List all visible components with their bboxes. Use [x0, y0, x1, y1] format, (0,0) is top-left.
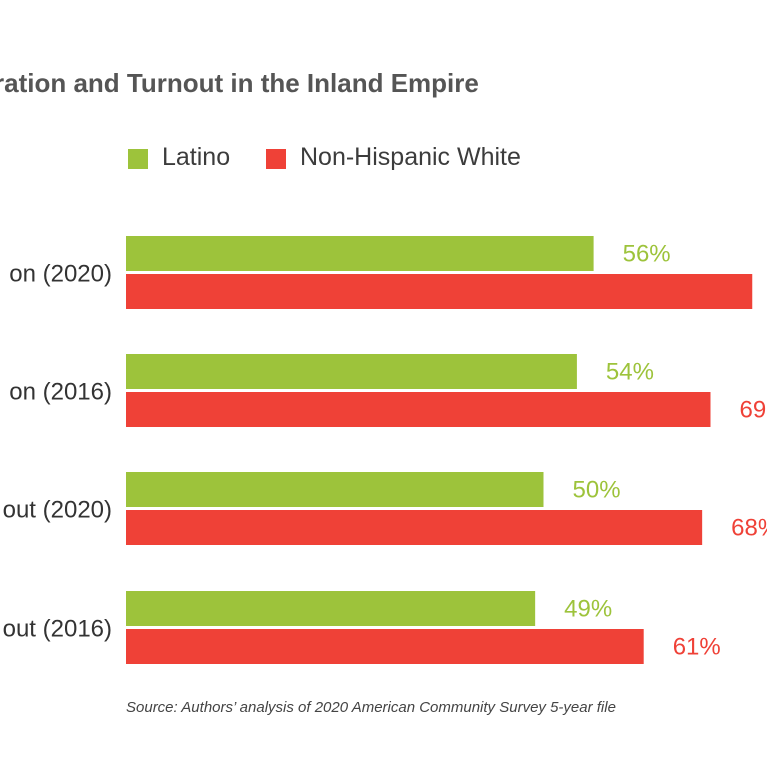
data-label-latino-1: 56% — [623, 241, 671, 268]
bar-non-hispanic-white-4 — [126, 629, 644, 664]
legend-label-non-hispanic-white: Non-Hispanic White — [300, 143, 521, 171]
bar-latino-1 — [126, 236, 594, 271]
category-label-4: out (2016) — [3, 616, 112, 643]
bar-non-hispanic-white-3 — [126, 510, 703, 545]
chart-title: ration and Turnout in the Inland Empire — [0, 68, 479, 98]
legend-swatch-latino — [128, 149, 148, 169]
legend-swatch-non-hispanic-white — [266, 149, 286, 169]
legend-label-latino: Latino — [162, 143, 231, 171]
data-label-non-hispanic-white-2: 69 — [740, 397, 767, 424]
bar-latino-3 — [126, 472, 544, 507]
source-note: Source: Authors’ analysis of 2020 Americ… — [126, 699, 616, 716]
bar-latino-2 — [126, 354, 577, 389]
data-label-non-hispanic-white-4: 61% — [673, 634, 721, 661]
bar-latino-4 — [126, 591, 536, 626]
data-label-latino-3: 50% — [573, 477, 621, 504]
category-label-2: on (2016) — [9, 379, 112, 406]
bar-non-hispanic-white-1 — [126, 274, 753, 309]
data-label-non-hispanic-white-3: 68% — [731, 515, 767, 542]
category-label-3: out (2020) — [3, 497, 112, 524]
category-label-1: on (2020) — [9, 261, 112, 288]
data-label-latino-2: 54% — [606, 359, 654, 386]
data-label-latino-4: 49% — [564, 596, 612, 623]
bar-non-hispanic-white-2 — [126, 392, 711, 427]
